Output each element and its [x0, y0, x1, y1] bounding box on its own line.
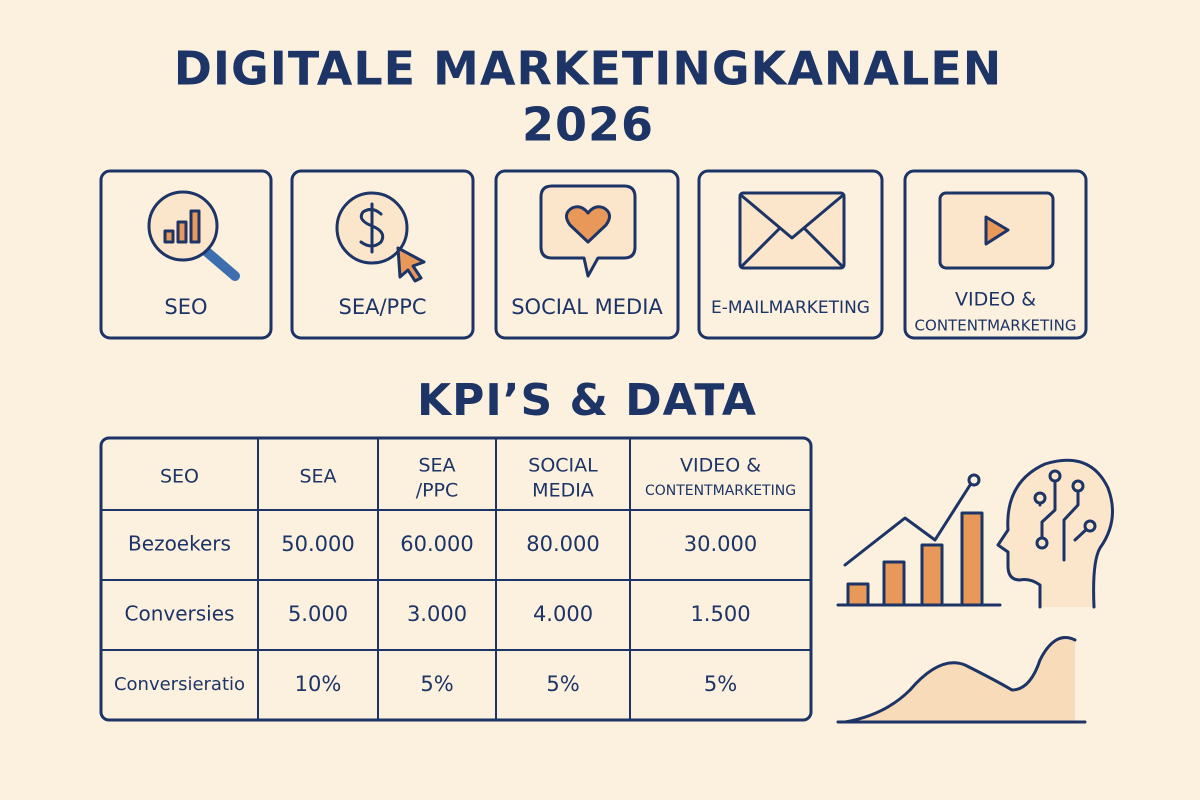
- channel-label: VIDEO &: [955, 289, 1036, 311]
- section-title: KPI’S & DATA: [417, 375, 757, 426]
- video-icon-play: [984, 215, 1010, 246]
- illustration-bar: [920, 543, 944, 607]
- illustration-bar: [960, 511, 984, 607]
- table-header: /PPC: [416, 480, 459, 502]
- channel-label: E-MAILMARKETING: [711, 298, 870, 318]
- circuit-node: [1035, 536, 1049, 550]
- row-label: Conversies: [125, 602, 235, 626]
- row-label: Conversieratio: [114, 674, 245, 695]
- seo-icon-bar: [163, 229, 175, 244]
- table-cell: 5%: [420, 672, 453, 696]
- table-cell: 5.000: [288, 602, 348, 626]
- table-cell: 4.000: [533, 602, 593, 626]
- circuit-node: [1033, 491, 1047, 505]
- table-cell: 3.000: [407, 602, 467, 626]
- social-icon-heart: [565, 205, 611, 244]
- seo-icon-bar: [189, 209, 201, 244]
- circuit-node: [1071, 479, 1085, 493]
- row-label: Bezoekers: [128, 532, 231, 556]
- illustration-bar: [846, 582, 870, 607]
- table-cell: 30.000: [684, 532, 757, 556]
- illustration-bar: [882, 560, 906, 607]
- table-cell: 5%: [704, 672, 737, 696]
- table-header: SEA: [418, 455, 455, 477]
- illustration-trend: [843, 480, 974, 567]
- circuit-node: [1083, 519, 1097, 533]
- table-header: SEO: [160, 466, 199, 488]
- table-cell: 1.500: [690, 602, 750, 626]
- illustration-head: [996, 458, 1114, 609]
- table-header: SOCIAL: [528, 455, 598, 477]
- sea-icon-cursor: [396, 246, 426, 283]
- table-cell: 10%: [295, 672, 342, 696]
- email-icon-flap: [740, 194, 844, 268]
- illustrations: [836, 458, 1114, 724]
- table-header: MEDIA: [532, 480, 594, 502]
- table-cell: 5%: [546, 672, 579, 696]
- table-header: CONTENTMARKETING: [645, 483, 796, 499]
- seo-icon-handle: [202, 247, 240, 281]
- channel-label: SEO: [164, 295, 207, 319]
- illustration-area-line: [843, 636, 1077, 724]
- channel-label: SEA/PPC: [338, 295, 426, 319]
- channel-label: CONTENTMARKETING: [915, 317, 1077, 335]
- channel-label: SOCIAL MEDIA: [511, 295, 663, 319]
- illustration-circuit: [1038, 474, 1092, 562]
- table-header: VIDEO &: [680, 455, 761, 477]
- illustration-dot: [967, 473, 981, 487]
- table-cell: 60.000: [400, 532, 473, 556]
- title: DIGITALE MARKETINGKANALEN: [174, 42, 1003, 96]
- table-cell: 50.000: [281, 532, 354, 556]
- illustration-area: [845, 637, 1075, 722]
- email-icon: [738, 191, 846, 270]
- sea-icon-dollar: [359, 202, 385, 254]
- circuit-node: [1048, 469, 1062, 483]
- kpi-table: [99, 436, 813, 722]
- icons: [147, 184, 1055, 283]
- table-cell: 80.000: [526, 532, 599, 556]
- title: 2026: [522, 98, 654, 152]
- table-header: SEA: [299, 466, 336, 488]
- seo-icon-bar: [176, 220, 188, 244]
